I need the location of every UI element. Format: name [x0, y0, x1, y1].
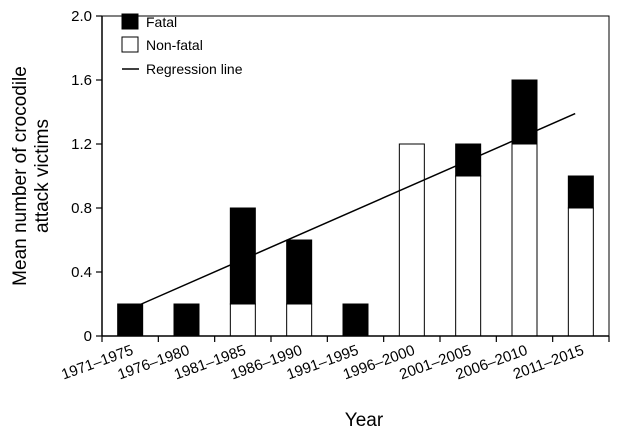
legend: Fatal Non-fatal Regression line — [121, 13, 243, 77]
bar-fatal — [286, 239, 313, 305]
plot-frame — [101, 15, 610, 337]
bar-fatal — [511, 79, 538, 145]
legend-nonfatal-label: Non-fatal — [146, 37, 203, 53]
regression-line — [141, 112, 576, 305]
x-axis-title: Year — [345, 410, 384, 431]
y-tick-label: 2.0 — [71, 8, 92, 25]
bar-non-fatal — [286, 303, 313, 337]
bar-non-fatal — [511, 143, 538, 337]
bar-fatal — [342, 303, 369, 337]
legend-nonfatal-swatch — [121, 36, 139, 53]
bars — [117, 79, 594, 337]
bar-non-fatal — [398, 143, 425, 337]
y-axis-ticks: 0 0.4 0.8 1.2 1.6 2.0 — [71, 8, 102, 345]
y-tick-label: 0.4 — [71, 264, 92, 281]
y-tick-label: 1.6 — [71, 72, 92, 89]
bar-non-fatal — [455, 175, 482, 337]
y-tick-label: 0 — [84, 328, 92, 345]
legend-fatal-swatch — [121, 13, 139, 30]
bar-fatal — [567, 175, 594, 209]
y-tick-label: 1.2 — [71, 136, 92, 153]
bar-non-fatal — [567, 207, 594, 337]
y-axis-title-line1: Mean number of crocodile — [10, 66, 31, 286]
bar-non-fatal — [229, 303, 256, 337]
legend-regression-label: Regression line — [146, 61, 243, 77]
y-axis-title-line2: attack victims — [32, 119, 53, 233]
x-axis-ticks: 1971–19751976–19801981–19851986–19901991… — [59, 336, 610, 383]
legend-fatal-label: Fatal — [146, 14, 177, 30]
bar-fatal — [117, 303, 144, 337]
bar-fatal — [173, 303, 200, 337]
y-tick-label: 0.8 — [71, 200, 92, 217]
